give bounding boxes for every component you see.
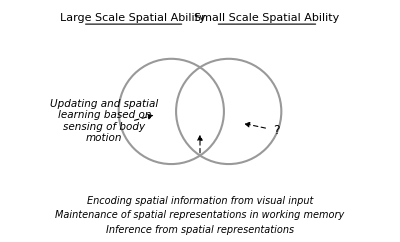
Text: Small Scale Spatial Ability: Small Scale Spatial Ability xyxy=(194,13,340,23)
Text: Encoding spatial information from visual input: Encoding spatial information from visual… xyxy=(87,196,313,206)
Text: Updating and spatial
learning based on
sensing of body
motion: Updating and spatial learning based on s… xyxy=(50,98,158,144)
Text: Maintenance of spatial representations in working memory: Maintenance of spatial representations i… xyxy=(55,210,345,220)
Text: ?: ? xyxy=(273,124,280,136)
Text: Large Scale Spatial Ability: Large Scale Spatial Ability xyxy=(60,13,206,23)
Text: Inference from spatial representations: Inference from spatial representations xyxy=(106,225,294,235)
